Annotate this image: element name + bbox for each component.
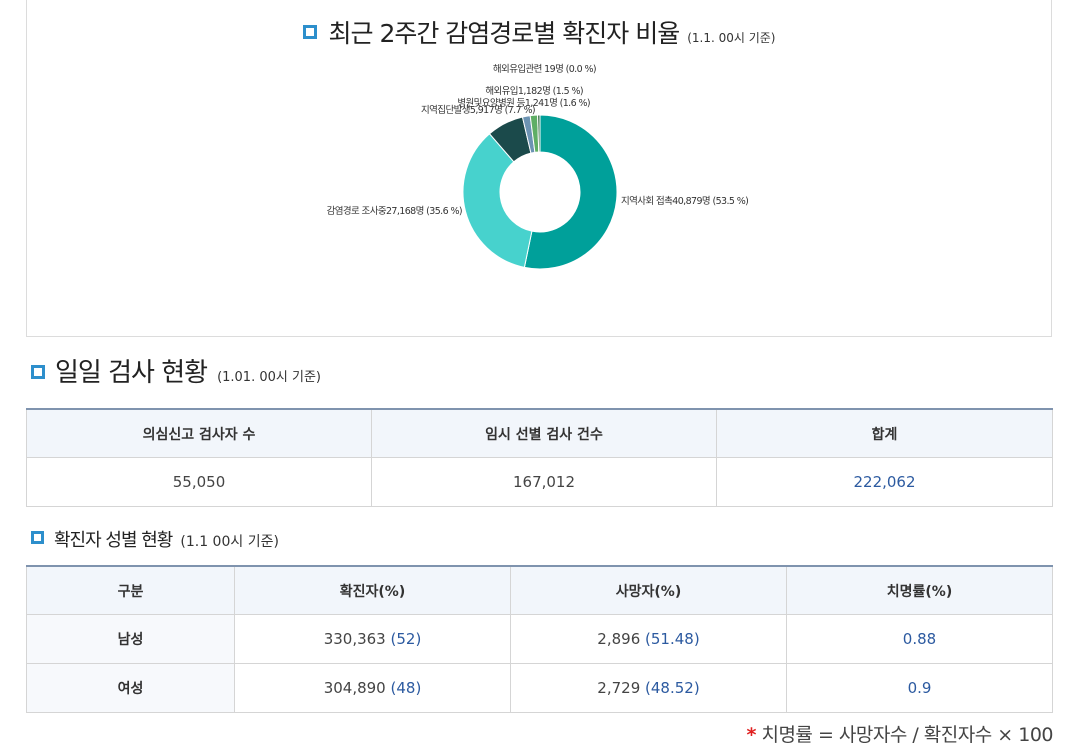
confirmed-cell: 304,890 (48) xyxy=(234,663,511,713)
slice-label: 감염경로 조사중27,168명 (35.6 %) xyxy=(327,205,462,217)
gender-label-male: 남성 xyxy=(26,614,235,664)
square-bullet-icon xyxy=(31,531,44,544)
square-bullet-icon xyxy=(302,25,317,39)
deaths-percent: (51.48) xyxy=(645,630,700,648)
chart-title: 최근 2주간 감염경로별 확진자 비율 xyxy=(328,19,681,48)
suspected-tests-cell: 55,050 xyxy=(26,457,372,507)
confirmed-percent: (48) xyxy=(390,679,422,697)
donut-slice xyxy=(462,133,533,268)
donut-slice xyxy=(523,114,618,270)
deaths-percent: (48.52) xyxy=(645,679,700,697)
total-tests-cell: 222,062 xyxy=(716,457,1053,507)
table-header-row: 구분 확진자(%) 사망자(%) 치명률(%) xyxy=(26,565,1053,615)
confirmed-count: 330,363 xyxy=(323,630,386,648)
table-row: 남성 330,363 (52) 2,896 (51.48) 0.88 xyxy=(26,614,1053,664)
deaths-count: 2,729 xyxy=(597,679,641,697)
infection-route-panel: 최근 2주간 감염경로별 확진자 비율 (1.1. 00시 기준) 지역사회 접촉… xyxy=(26,0,1052,337)
footnote-star: * xyxy=(746,724,756,746)
square-bullet-icon xyxy=(31,365,45,379)
table-row: 여성 304,890 (48) 2,729 (48.52) 0.9 xyxy=(26,663,1053,713)
slice-label: 병원및요양병원 등1,241명 (1.6 %) xyxy=(457,97,590,109)
fatality-footnote: * 치명률 = 사망자수 / 확진자수 × 100 xyxy=(746,720,1053,747)
slice-label: 해외유입관련 19명 (0.0 %) xyxy=(493,63,596,75)
column-header: 치명률(%) xyxy=(786,565,1053,615)
temporary-screening-cell: 167,012 xyxy=(371,457,717,507)
table-header-row: 의심신고 검사자 수 임시 선별 검사 건수 합계 xyxy=(26,408,1053,458)
daily-test-title-row: 일일 검사 현황 (1.01. 00시 기준) xyxy=(31,352,321,389)
donut-slice xyxy=(537,114,541,153)
gender-label-female: 여성 xyxy=(26,663,235,713)
deaths-cell: 2,896 (51.48) xyxy=(510,614,787,664)
infection-route-donut-chart: 지역사회 접촉40,879명 (53.5 %) 감염경로 조사중27,168명 (… xyxy=(327,63,749,270)
column-header: 사망자(%) xyxy=(510,565,787,615)
confirmed-count: 304,890 xyxy=(323,679,386,697)
chart-date-note: (1.1. 00시 기준) xyxy=(687,31,776,45)
table-row: 55,050 167,012 222,062 xyxy=(26,457,1053,507)
column-header: 구분 xyxy=(26,565,235,615)
column-header: 확진자(%) xyxy=(234,565,511,615)
slice-label: 지역집단발생5,917명 (7.7 %) xyxy=(421,104,535,116)
gender-title: 확진자 성별 현황 xyxy=(54,530,173,551)
fatality-cell: 0.9 xyxy=(786,663,1053,713)
column-header: 임시 선별 검사 건수 xyxy=(371,408,717,458)
confirmed-cell: 330,363 (52) xyxy=(234,614,511,664)
fatality-cell: 0.88 xyxy=(786,614,1053,664)
chart-title-row: 최근 2주간 감염경로별 확진자 비율 (1.1. 00시 기준) xyxy=(27,14,1051,50)
daily-test-date-note: (1.01. 00시 기준) xyxy=(217,370,321,385)
deaths-cell: 2,729 (48.52) xyxy=(510,663,787,713)
daily-test-table: 의심신고 검사자 수 임시 선별 검사 건수 합계 55,050 167,012… xyxy=(26,408,1053,507)
confirmed-percent: (52) xyxy=(390,630,422,648)
slice-label: 지역사회 접촉40,879명 (53.5 %) xyxy=(621,195,748,207)
gender-date-note: (1.1 00시 기준) xyxy=(180,534,279,550)
deaths-count: 2,896 xyxy=(597,630,641,648)
gender-title-row: 확진자 성별 현황 (1.1 00시 기준) xyxy=(31,526,279,552)
daily-test-title: 일일 검사 현황 xyxy=(55,358,208,388)
column-header: 의심신고 검사자 수 xyxy=(26,408,372,458)
gender-table: 구분 확진자(%) 사망자(%) 치명률(%) 남성 330,363 (52) … xyxy=(26,565,1053,713)
footnote-text: 치명률 = 사망자수 / 확진자수 × 100 xyxy=(761,724,1053,746)
slice-label: 해외유입1,182명 (1.5 %) xyxy=(485,85,583,97)
column-header: 합계 xyxy=(716,408,1053,458)
